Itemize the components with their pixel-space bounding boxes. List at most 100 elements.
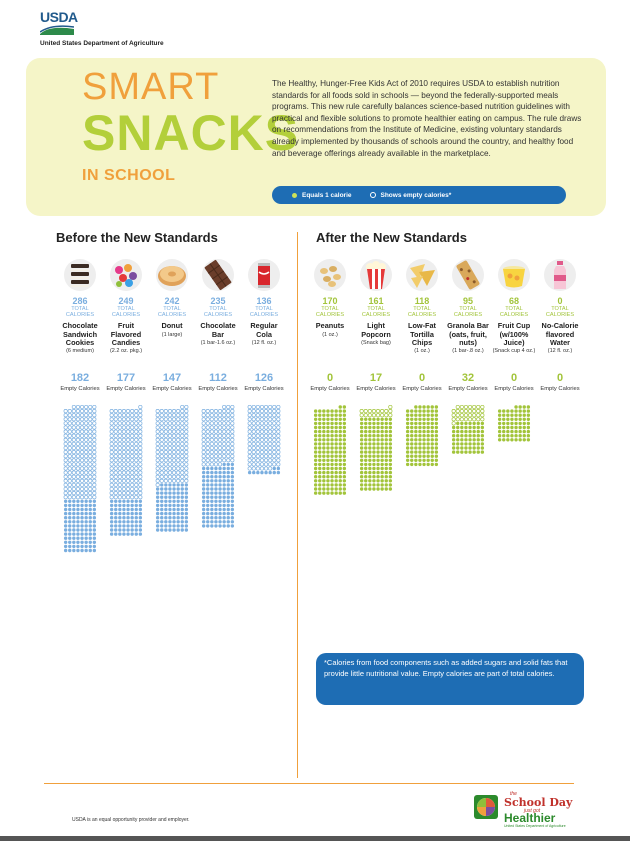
empty-calorie-dot — [263, 450, 269, 455]
empty-calorie-dot — [263, 441, 269, 446]
calorie-dot — [514, 409, 518, 413]
calorie-dot — [313, 491, 318, 495]
calorie-dot — [76, 536, 80, 540]
empty-calorie-dot — [268, 454, 273, 459]
empty-calorie-dot — [247, 441, 252, 446]
calorie-dot — [380, 421, 384, 426]
total-calories-label: TOTAL CALORIES — [361, 306, 391, 319]
calorie-dot — [368, 438, 372, 442]
calorie-dot — [322, 429, 326, 434]
calorie-dot — [138, 528, 143, 532]
empty-calorie-dot — [121, 450, 127, 455]
empty-calorie-dot — [230, 413, 235, 418]
empty-calorie-dot — [134, 409, 139, 414]
calorie-dot — [342, 491, 347, 495]
calorie-dot — [518, 413, 522, 417]
calorie-dot — [405, 458, 410, 462]
calorie-dot — [376, 425, 380, 430]
calorie-dot — [130, 532, 134, 536]
calorie-dot — [210, 503, 214, 508]
calorie-dot — [368, 454, 372, 458]
empty-calorie-dot — [117, 450, 122, 455]
empty-calorie-dot — [467, 404, 473, 410]
calorie-dot — [460, 425, 464, 430]
calorie-dot — [372, 429, 376, 434]
empty-calorie-dot — [80, 404, 85, 410]
empty-calorie-dot — [272, 421, 277, 426]
empty-calorie-dot — [226, 417, 231, 422]
empty-calorie-dot — [480, 413, 485, 418]
calorie-dot — [388, 450, 393, 454]
empty-calorie-dot — [255, 454, 260, 459]
empty-calorie-dot — [159, 462, 164, 467]
empty-calorie-dot — [117, 421, 122, 426]
calorie-dot — [376, 417, 380, 421]
empty-calorie-dot — [247, 429, 252, 434]
calorie-dot — [342, 458, 347, 462]
calorie-dot — [330, 458, 334, 462]
empty-calorie-dot — [172, 425, 177, 430]
calorie-dot — [334, 483, 338, 487]
empty-calorie-dot — [255, 425, 260, 430]
empty-calorie-dot — [134, 491, 139, 496]
calorie-dot — [68, 520, 72, 524]
empty-calorie-dot — [388, 404, 393, 410]
empty-calorie-dot — [92, 425, 97, 430]
calorie-dot — [359, 454, 364, 458]
empty-calorie-dot — [155, 470, 160, 475]
calorie-dot — [380, 429, 384, 434]
empty-calorie-dot — [184, 458, 189, 463]
calorie-dot — [134, 499, 138, 503]
empty-calorie-dot — [480, 417, 485, 422]
empty-calorie-dot — [476, 413, 481, 418]
calorie-dot — [201, 495, 206, 499]
empty-calorie-dot — [113, 417, 118, 422]
empty-calorie-dot — [84, 458, 89, 463]
calorie-dot — [122, 524, 126, 528]
calorie-dot — [206, 491, 210, 495]
empty-calorie-dot — [251, 404, 256, 410]
calorie-dot — [456, 421, 460, 426]
calorie-dot — [272, 466, 276, 471]
calorie-dot — [76, 524, 80, 528]
empty-calories-label: Empty Calories — [448, 386, 488, 392]
empty-calorie-dot — [176, 425, 181, 430]
calorie-dot — [334, 417, 338, 421]
calorie-dot — [456, 442, 460, 446]
calorie-dot — [172, 487, 176, 491]
empty-calorie-dot — [384, 409, 389, 414]
calorie-dot — [160, 524, 164, 528]
empty-calorie-dot — [209, 454, 214, 459]
empty-calorie-dot — [455, 417, 460, 422]
empty-calorie-dot — [230, 429, 235, 434]
calorie-dot — [464, 450, 468, 454]
empty-calorie-dot — [126, 491, 131, 496]
empty-calorie-dot — [75, 454, 81, 459]
calorie-dot — [334, 466, 338, 471]
empty-calorie-dot — [268, 450, 273, 455]
empty-calorie-dot — [205, 462, 210, 467]
empty-calorie-dot — [126, 421, 131, 426]
empty-calorie-dot — [176, 458, 181, 463]
empty-calorie-dot — [71, 491, 76, 496]
empty-calorie-dot — [167, 425, 173, 430]
empty-calorie-dot — [172, 441, 177, 446]
calorie-dot — [230, 475, 235, 479]
calorie-dot — [130, 507, 134, 512]
calorie-dot — [326, 438, 330, 442]
calorie-dot — [322, 425, 326, 430]
calorie-dot — [338, 462, 342, 467]
empty-calories-label: Empty Calories — [540, 386, 580, 392]
calorie-dot — [464, 438, 468, 442]
empty-calorie-dot — [276, 429, 281, 434]
calorie-dot — [460, 421, 464, 426]
empty-calorie-dot — [88, 437, 93, 442]
empty-calorie-dot — [205, 425, 210, 430]
empty-calorie-dot — [80, 413, 85, 418]
empty-calorie-dot — [155, 478, 160, 483]
empty-calorie-dot — [180, 470, 185, 475]
calorie-dot — [318, 475, 322, 479]
empty-calorie-dot — [213, 413, 219, 418]
empty-calorie-dot — [138, 491, 143, 496]
calorie-dot — [206, 479, 210, 483]
